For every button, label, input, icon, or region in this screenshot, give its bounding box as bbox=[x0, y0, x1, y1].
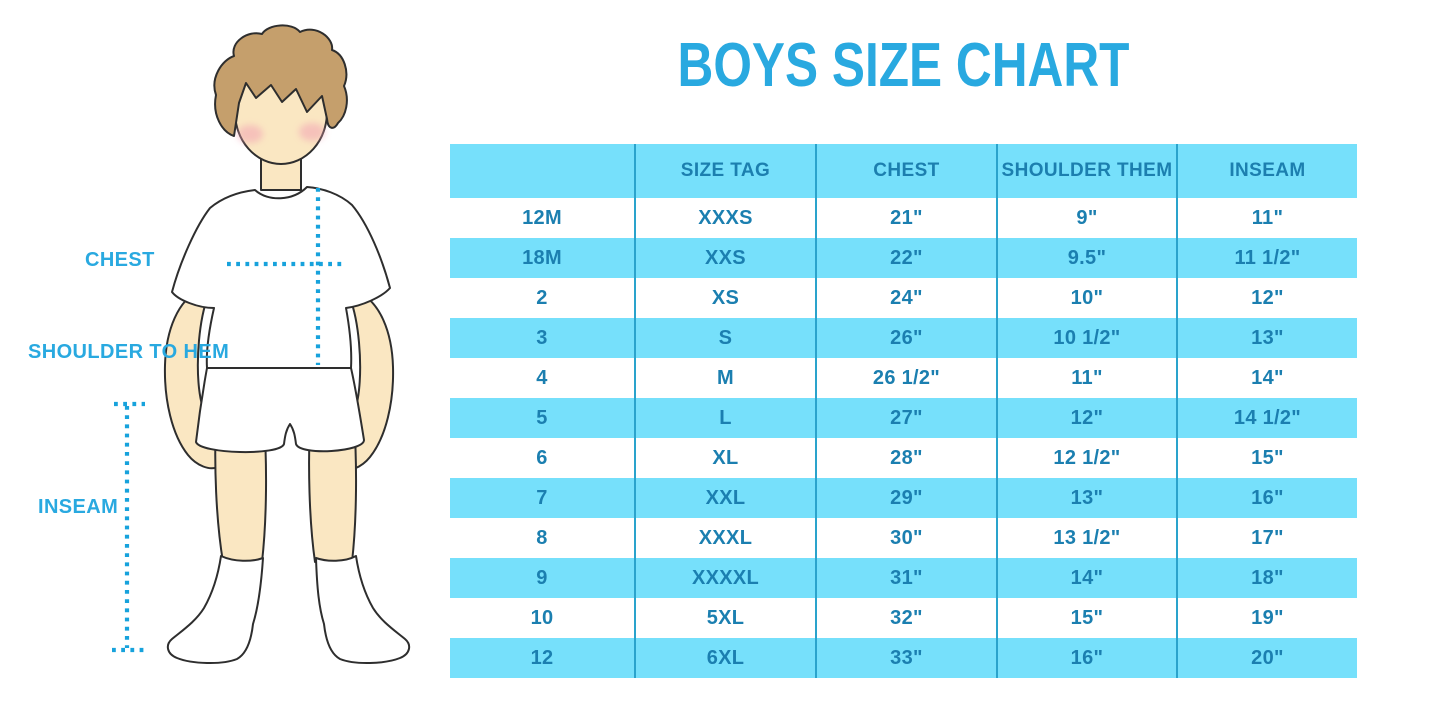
table-cell: 27" bbox=[817, 398, 998, 438]
table-cell: 12" bbox=[1251, 286, 1284, 309]
table-cell: XXL bbox=[636, 478, 817, 518]
table-cell: 9" bbox=[998, 198, 1178, 238]
table-cell: L bbox=[636, 398, 817, 438]
table-cell: 12 bbox=[450, 638, 636, 678]
table-cell: XXS bbox=[636, 238, 817, 278]
table-cell: XL bbox=[636, 438, 817, 478]
table-cell: 10 bbox=[450, 598, 636, 638]
table-cell: 31" bbox=[817, 558, 998, 598]
inseam-label: INSEAM bbox=[38, 496, 119, 518]
table-cell: 24" bbox=[817, 278, 998, 318]
table-cell: XS bbox=[636, 278, 817, 318]
table-cell: 2 bbox=[450, 278, 636, 318]
table-cell: 5XL bbox=[636, 598, 817, 638]
table-cell: 14" bbox=[1251, 366, 1284, 389]
table-cell: 8 bbox=[450, 518, 636, 558]
table-row: 12M XXXS 21" 9" 11" bbox=[450, 198, 1357, 238]
boy-illustration bbox=[112, 24, 411, 664]
shoulder-to-hem-label: SHOULDER TO HEM bbox=[28, 341, 230, 363]
table-cell: 11" bbox=[998, 358, 1178, 398]
shorts-shape bbox=[195, 367, 365, 454]
table-cell: 33" bbox=[817, 638, 998, 678]
right-sock-shape bbox=[315, 555, 411, 664]
table-row: 6 XL 28" 12 1/2" 15" bbox=[450, 438, 1357, 478]
table-cell: XXXXL bbox=[636, 558, 817, 598]
boy-figure: CHEST SHOULDER TO HEM INSEAM bbox=[0, 0, 450, 723]
table-row: 9 XXXXL 31" 14" 18" bbox=[450, 558, 1357, 598]
table-cell: M bbox=[636, 358, 817, 398]
table-cell: 15" bbox=[998, 598, 1178, 638]
table-cell: 20" bbox=[1251, 646, 1284, 669]
table-row: 12 6XL 33" 16" 20" bbox=[450, 638, 1357, 678]
table-cell: 13" bbox=[1251, 326, 1284, 349]
table-cell: 11 1/2" bbox=[1234, 246, 1301, 269]
table-row: 5 L 27" 12" 14 1/2" bbox=[450, 398, 1357, 438]
table-cell: 29" bbox=[817, 478, 998, 518]
left-sock-shape bbox=[166, 555, 264, 664]
table-cell: 13 1/2" bbox=[998, 518, 1178, 558]
column-header: INSEAM bbox=[1229, 160, 1306, 181]
table-cell: 12M bbox=[450, 198, 636, 238]
table-cell: S bbox=[636, 318, 817, 358]
table-cell: 26" bbox=[817, 318, 998, 358]
table-cell: 10" bbox=[998, 278, 1178, 318]
table-cell: 15" bbox=[1251, 446, 1284, 469]
size-table: SIZE TAG CHEST SHOULDER THEM INSEAM 12M XXXS 2… bbox=[450, 144, 1357, 678]
table-row: 18M XXS 22" 9.5" 11 1/2" bbox=[450, 238, 1357, 278]
table-cell: 6 bbox=[450, 438, 636, 478]
table-cell: 13" bbox=[998, 478, 1178, 518]
table-cell: 4 bbox=[450, 358, 636, 398]
table-cell: 6XL bbox=[636, 638, 817, 678]
table-row: 4 M 26 1/2" 11" 14" bbox=[450, 358, 1357, 398]
table-cell: 12 1/2" bbox=[998, 438, 1178, 478]
left-arm-shape bbox=[163, 289, 229, 470]
table-cell: 5 bbox=[450, 398, 636, 438]
column-header: SHOULDER THEM bbox=[998, 144, 1178, 198]
table-row: 10 5XL 32" 15" 19" bbox=[450, 598, 1357, 638]
table-cell: 14" bbox=[998, 558, 1178, 598]
table-cell: 21" bbox=[817, 198, 998, 238]
blush-right bbox=[299, 123, 325, 141]
table-cell: XXXS bbox=[636, 198, 817, 238]
table-cell: 3 bbox=[450, 318, 636, 358]
table-row: 2 XS 24" 10" 12" bbox=[450, 278, 1357, 318]
chest-label: CHEST bbox=[85, 249, 155, 271]
table-cell: 28" bbox=[817, 438, 998, 478]
table-row: 7 XXL 29" 13" 16" bbox=[450, 478, 1357, 518]
table-cell: XXXL bbox=[636, 518, 817, 558]
table-cell: 32" bbox=[817, 598, 998, 638]
column-header bbox=[450, 144, 636, 198]
table-cell: 14 1/2" bbox=[1233, 406, 1302, 429]
table-row: 8 XXXL 30" 13 1/2" 17" bbox=[450, 518, 1357, 558]
table-cell: 26 1/2" bbox=[817, 358, 998, 398]
blush-left bbox=[237, 125, 263, 143]
table-cell: 9.5" bbox=[998, 238, 1178, 278]
table-cell: 10 1/2" bbox=[998, 318, 1178, 358]
table-cell: 11" bbox=[1251, 206, 1284, 229]
header-row: SIZE TAG CHEST SHOULDER THEM INSEAM bbox=[450, 144, 1357, 198]
hair-shape bbox=[213, 24, 348, 137]
table-cell: 16" bbox=[1251, 486, 1284, 509]
table-cell: 18" bbox=[1251, 566, 1284, 589]
table-cell: 16" bbox=[998, 638, 1178, 678]
table-cell: 18M bbox=[450, 238, 636, 278]
column-header: CHEST bbox=[817, 144, 998, 198]
page-title: BOYS SIZE CHART bbox=[677, 31, 1130, 100]
table-cell: 22" bbox=[817, 238, 998, 278]
table-cell: 17" bbox=[1251, 526, 1284, 549]
table-row: 3 S 26" 10 1/2" 13" bbox=[450, 318, 1357, 358]
table-cell: 19" bbox=[1251, 606, 1284, 629]
table-cell: 7 bbox=[450, 478, 636, 518]
table-cell: 12" bbox=[998, 398, 1178, 438]
column-header: SIZE TAG bbox=[636, 144, 817, 198]
table-cell: 30" bbox=[817, 518, 998, 558]
table-cell: 9 bbox=[450, 558, 636, 598]
